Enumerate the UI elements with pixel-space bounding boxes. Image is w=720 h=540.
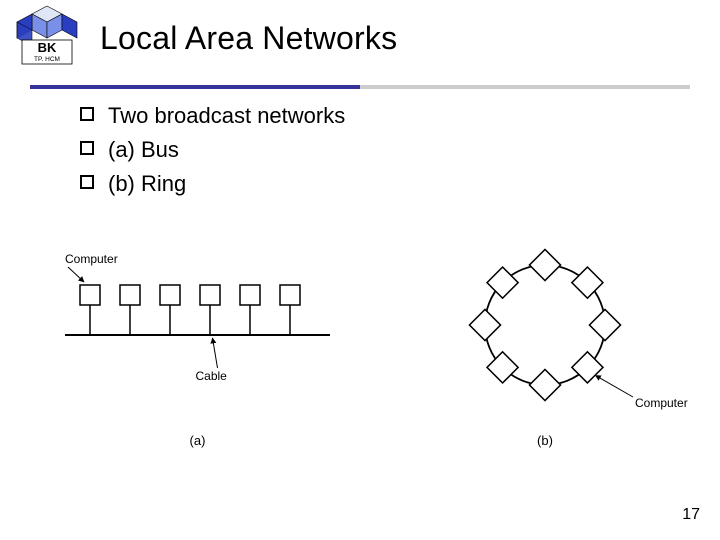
svg-text:Cable: Cable (196, 369, 228, 383)
title-separator (30, 85, 690, 89)
bullet-text: (a) Bus (108, 137, 179, 162)
logo: BK TP. HCM (8, 4, 86, 66)
bullet-list: Two broadcast networks (a) Bus (b) Ring (80, 100, 345, 202)
svg-text:Computer: Computer (65, 252, 118, 266)
separator-accent (30, 85, 360, 89)
bullet-item: (b) Ring (80, 168, 345, 200)
network-diagrams: Computer Cable (a) Computer (b) (0, 235, 720, 495)
bullet-text: (b) Ring (108, 171, 186, 196)
slide-title: Local Area Networks (100, 20, 397, 57)
bullet-item: (a) Bus (80, 134, 345, 166)
logo-text-2: TP. HCM (34, 56, 60, 63)
svg-text:(b): (b) (537, 433, 553, 448)
logo-cube-icon: BK TP. HCM (8, 4, 86, 66)
bullet-text: Two broadcast networks (108, 103, 345, 128)
svg-text:(a): (a) (190, 433, 206, 448)
slide: BK TP. HCM Local Area Networks Two broad… (0, 0, 720, 540)
logo-text-1: BK (38, 40, 57, 55)
page-number: 17 (682, 506, 700, 524)
diagrams-area: Computer Cable (a) Computer (b) (0, 235, 720, 495)
bullet-item: Two broadcast networks (80, 100, 345, 132)
separator-rest (360, 85, 690, 89)
svg-text:Computer: Computer (635, 396, 688, 410)
